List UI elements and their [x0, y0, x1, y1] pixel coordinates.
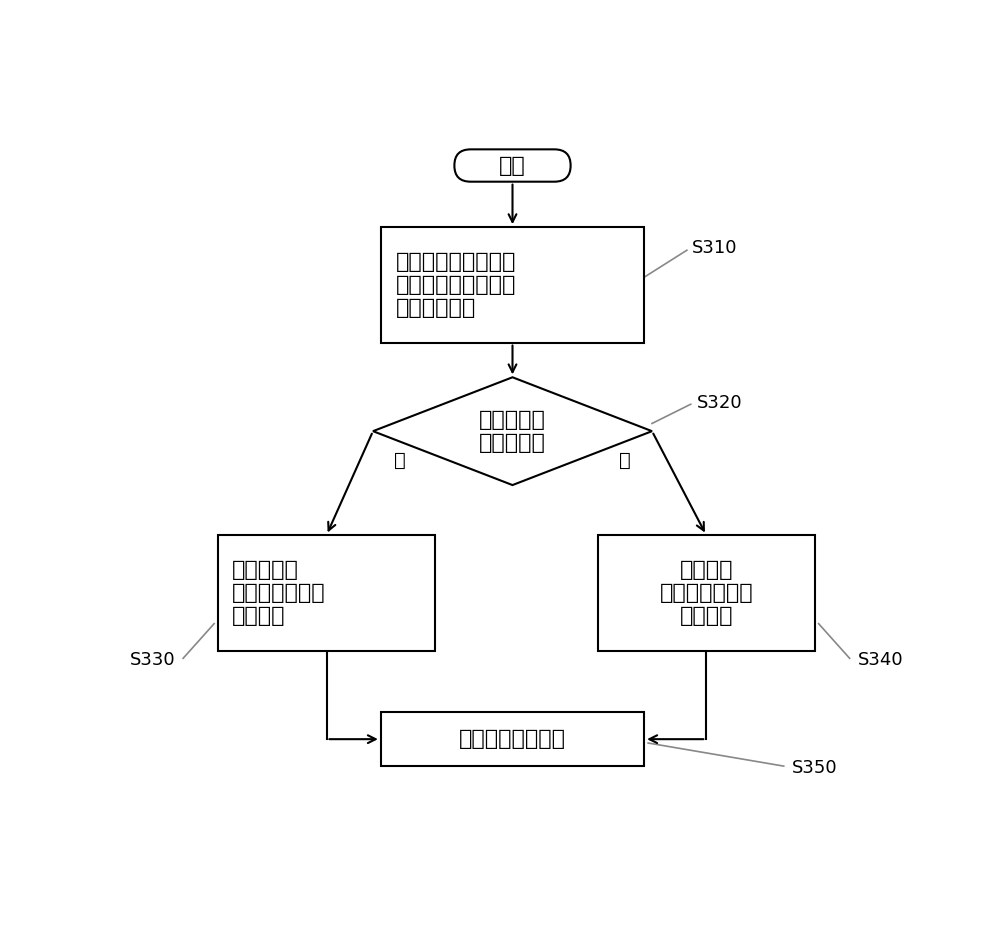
Text: S330: S330 [130, 651, 175, 669]
Text: S350: S350 [792, 759, 837, 777]
Bar [381, 227, 644, 342]
Text: 利用系统
缩放因子，完成
字号变更: 利用系统 缩放因子，完成 字号变更 [659, 559, 753, 626]
Text: 开始: 开始 [499, 156, 526, 175]
Text: 是: 是 [394, 451, 406, 470]
Text: 存在自定义
缩放因子？: 存在自定义 缩放因子？ [479, 409, 546, 453]
Text: S310: S310 [692, 239, 738, 256]
FancyBboxPatch shape [454, 149, 571, 182]
Text: 否: 否 [619, 451, 631, 470]
Text: S320: S320 [697, 393, 743, 412]
Text: 监听系统字号发生变
化的事件，获取当前
字号缩放因子: 监听系统字号发生变 化的事件，获取当前 字号缩放因子 [396, 252, 517, 318]
Text: 利用自定义
缩放因子，完成
字号变更: 利用自定义 缩放因子，完成 字号变更 [232, 559, 326, 626]
Text: 通知系统刷新显示: 通知系统刷新显示 [459, 729, 566, 749]
Polygon shape [373, 377, 652, 485]
Bar [381, 712, 644, 766]
Text: S340: S340 [857, 651, 903, 669]
Bar [598, 535, 815, 651]
Bar [218, 535, 435, 651]
